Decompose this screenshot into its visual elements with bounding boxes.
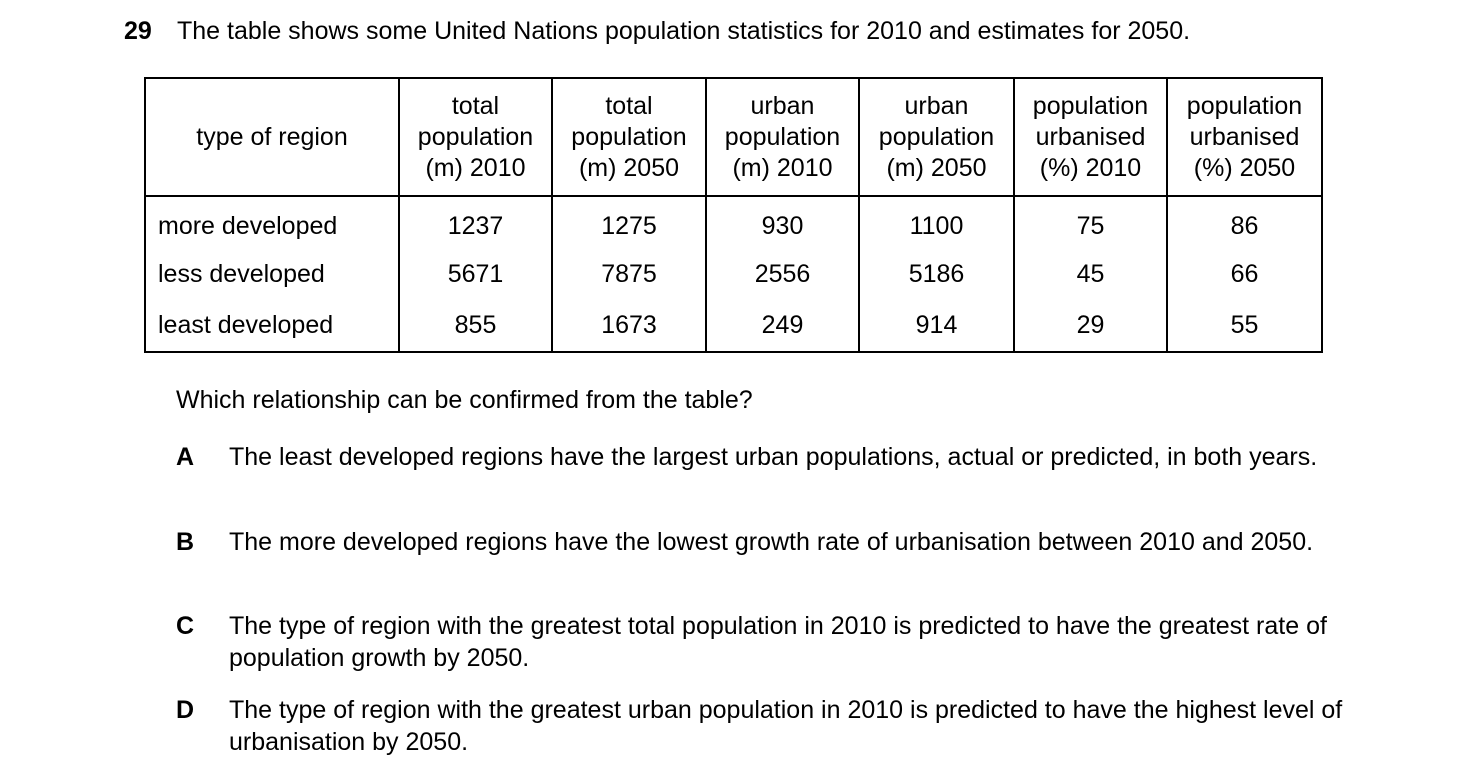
value-cell: 1673	[551, 300, 707, 353]
header-urban-population-2010: urban population (m) 2010	[705, 77, 860, 197]
region-cell: least developed	[144, 300, 400, 353]
value-cell: 55	[1166, 300, 1323, 353]
option-letter: C	[176, 612, 195, 640]
value-cell: 2556	[705, 248, 860, 300]
option-text: The least developed regions have the lar…	[229, 443, 1318, 471]
option-text: The type of region with the greatest urb…	[229, 696, 1343, 756]
value-cell: 75	[1013, 196, 1168, 248]
question-stem: The table shows some United Nations popu…	[177, 17, 1191, 45]
header-total-population-2010: total population (m) 2010	[398, 77, 553, 197]
header-urban-population-2050: urban population (m) 2050	[858, 77, 1015, 197]
table-row: less developed 5671 7875 2556 5186 45 66	[144, 248, 1323, 300]
question-number: 29	[124, 17, 152, 45]
header-type-of-region: type of region	[144, 77, 400, 197]
value-cell: 1100	[858, 196, 1015, 248]
header-population-urbanised-2010: population urbanised (%) 2010	[1013, 77, 1168, 197]
header-population-urbanised-2050: population urbanised (%) 2050	[1166, 77, 1323, 197]
value-cell: 1275	[551, 196, 707, 248]
table-row: more developed 1237 1275 930 1100 75 86	[144, 196, 1323, 248]
value-cell: 29	[1013, 300, 1168, 353]
option-letter: A	[176, 443, 195, 471]
value-cell: 914	[858, 300, 1015, 353]
header-total-population-2050: total population (m) 2050	[551, 77, 707, 197]
question-header: 29 The table shows some United Nations po…	[124, 14, 1190, 48]
option-letter: B	[176, 528, 195, 556]
option-letter: D	[176, 696, 195, 724]
region-cell: less developed	[144, 248, 400, 300]
question-prompt: Which relationship can be confirmed from…	[176, 386, 753, 414]
value-cell: 1237	[398, 196, 553, 248]
region-cell: more developed	[144, 196, 400, 248]
value-cell: 249	[705, 300, 860, 353]
value-cell: 66	[1166, 248, 1323, 300]
value-cell: 5671	[398, 248, 553, 300]
value-cell: 5186	[858, 248, 1015, 300]
value-cell: 855	[398, 300, 553, 353]
value-cell: 7875	[551, 248, 707, 300]
table-row: least developed 855 1673 249 914 29 55	[144, 300, 1323, 353]
option-text: The more developed regions have the lowe…	[229, 528, 1314, 556]
population-table: type of region total population (m) 2010…	[144, 77, 1323, 353]
value-cell: 86	[1166, 196, 1323, 248]
value-cell: 45	[1013, 248, 1168, 300]
table-header-row: type of region total population (m) 2010…	[144, 77, 1323, 197]
value-cell: 930	[705, 196, 860, 248]
option-text: The type of region with the greatest tot…	[229, 612, 1327, 672]
